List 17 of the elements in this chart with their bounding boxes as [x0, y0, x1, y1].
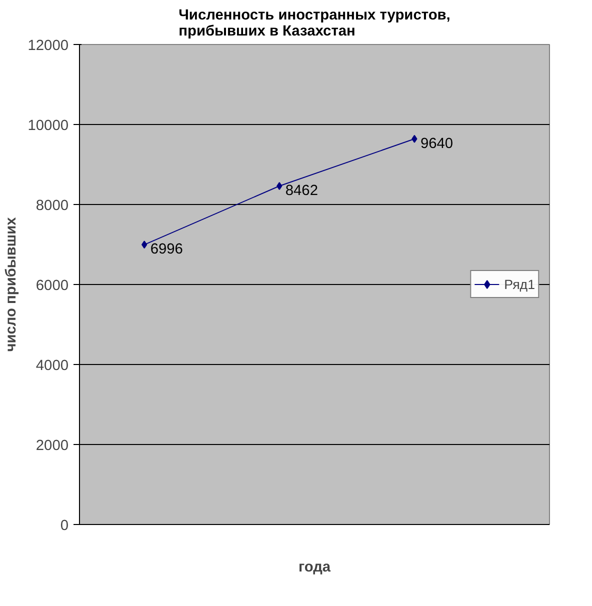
y-axis-title: число прибывших	[4, 216, 20, 352]
data-label: 8462	[285, 183, 318, 200]
y-tick-label: 2000	[36, 438, 69, 454]
y-tick-label: 6000	[36, 278, 69, 294]
data-label: 9640	[420, 136, 454, 152]
point	[141, 240, 148, 249]
point	[276, 182, 282, 190]
chart-title: Численность иностранных туристов, прибывших в Казахстан	[178, 8, 450, 40]
x-axis-title: года	[298, 560, 332, 576]
y-tick-label: 4000	[36, 358, 69, 374]
data-label: 6996	[150, 242, 183, 258]
y-tick-label: 12000	[28, 38, 69, 54]
y-tick-label: 10000	[28, 118, 69, 134]
legend-label: Ряд1	[504, 276, 535, 292]
point	[412, 134, 418, 143]
y-tick-label: 0	[60, 518, 69, 534]
y-tick-label: 8000	[36, 198, 69, 214]
